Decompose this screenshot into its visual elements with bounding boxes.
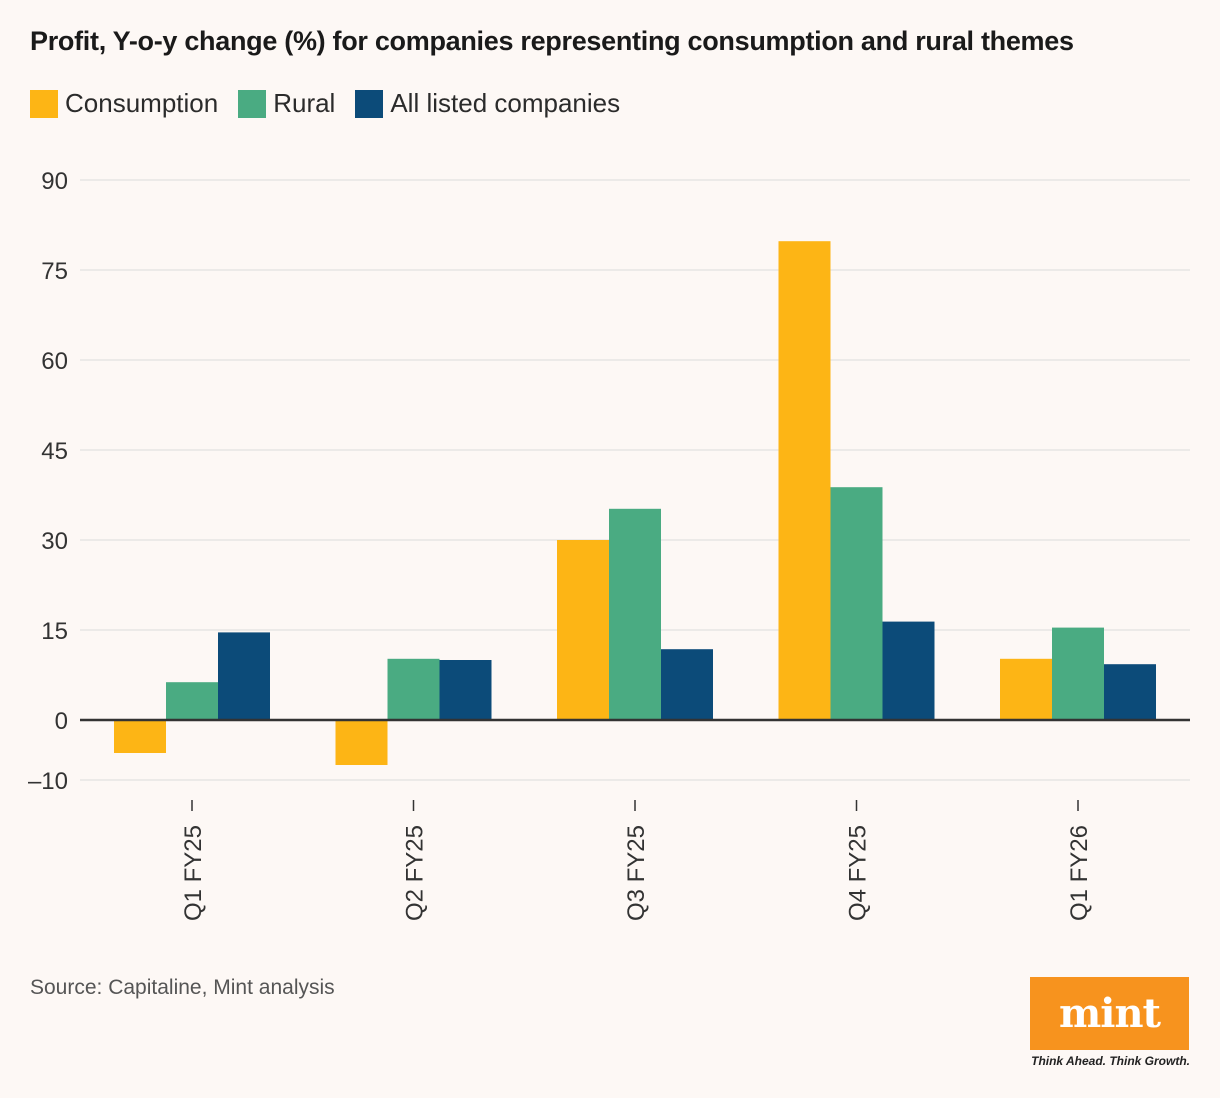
x-tick-label: Q1 FY25	[180, 825, 207, 921]
legend: Consumption Rural All listed companies	[30, 88, 640, 119]
bar-all-listed-companies-q3-fy25	[661, 649, 713, 720]
bar-rural-q2-fy25	[387, 658, 440, 720]
legend-swatch-consumption	[30, 89, 58, 118]
chart-title: Profit, Y-o-y change (%) for companies r…	[30, 26, 1074, 56]
source-note: Source: Capitaline, Mint analysis	[30, 976, 335, 999]
y-tick-label: 0	[55, 708, 68, 735]
bar-rural-q3-fy25	[609, 508, 661, 720]
bar-chart: 90 75 60 45 30 15 0 –10 Q1 FY25 Q2 FY25 Q3 FY25 Q4 …	[28, 168, 1190, 921]
legend-label-consumption: Consumption	[65, 88, 219, 118]
y-tick-label: 45	[41, 438, 68, 465]
y-tick-label: 90	[41, 168, 68, 195]
bar-all-listed-companies-q2-fy25	[439, 660, 492, 720]
bar-all-listed-companies-q1-fy26	[1104, 664, 1156, 720]
x-tick-label: Q3 FY25	[623, 825, 650, 921]
mint-logo: mint	[1030, 977, 1189, 1050]
bar-rural-q1-fy25	[166, 682, 218, 720]
y-tick-label: 60	[41, 348, 68, 375]
bar-all-listed-companies-q4-fy25	[882, 621, 935, 720]
y-tick-label: 30	[41, 528, 68, 555]
y-tick-label: 15	[41, 618, 68, 645]
legend-item-consumption: Consumption	[30, 88, 218, 119]
legend-swatch-rural	[238, 89, 267, 118]
x-tick-label: Q4 FY25	[845, 825, 872, 921]
bar-consumption-q1-fy25	[114, 720, 166, 753]
x-tick-label: Q1 FY26	[1066, 825, 1093, 921]
y-tick-label: 75	[41, 258, 68, 285]
legend-label-all-listed: All listed companies	[390, 88, 621, 118]
bar-consumption-q2-fy25	[335, 720, 388, 765]
bar-rural-q1-fy26	[1052, 627, 1104, 720]
legend-item-rural: Rural	[238, 88, 335, 119]
legend-label-rural: Rural	[273, 88, 336, 118]
bar-consumption-q1-fy26	[1000, 658, 1052, 720]
x-tick-label: Q2 FY25	[402, 825, 429, 921]
y-tick-label: –10	[28, 768, 68, 795]
legend-item-all-listed: All listed companies	[355, 88, 620, 119]
bar-consumption-q3-fy25	[557, 540, 609, 720]
legend-swatch-all-listed	[355, 89, 384, 118]
bar-consumption-q4-fy25	[778, 241, 831, 720]
logo-wordmark: mint	[1058, 990, 1161, 1037]
bar-rural-q4-fy25	[830, 487, 883, 720]
logo-tagline: Think Ahead. Think Growth.	[1031, 1054, 1190, 1068]
bar-all-listed-companies-q1-fy25	[218, 632, 270, 720]
